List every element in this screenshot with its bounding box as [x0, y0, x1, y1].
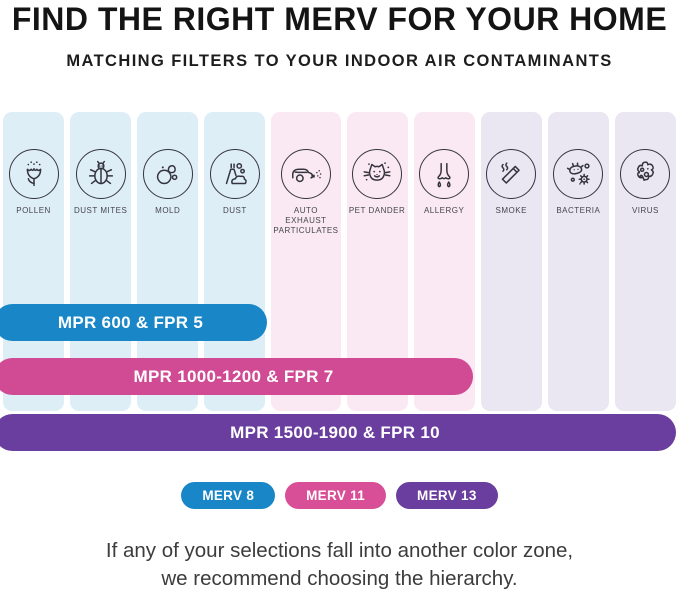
column-label: DUST MITES	[73, 206, 128, 215]
column-virus: VIRUS	[614, 112, 676, 411]
dust-icon	[209, 149, 260, 199]
column-label: POLLEN	[16, 206, 51, 215]
bacteria-icon	[553, 149, 604, 199]
page-title: FIND THE RIGHT MERV FOR YOUR HOME	[11, 1, 668, 37]
column-label: AUTO EXHAUST PARTICULATES	[273, 206, 339, 235]
footer-line-1: If any of your selections fall into anot…	[105, 539, 574, 562]
mpr-bar-label: MPR 600 & FPR 5	[57, 312, 204, 332]
page-subtitle: MATCHING FILTERS TO YOUR INDOOR AIR CONT…	[66, 52, 613, 70]
auto-exhaust-icon	[280, 149, 331, 199]
dust-mites-icon	[75, 149, 126, 199]
legend-pill-merv-13: MERV 13	[396, 482, 498, 509]
footer-line-2: we recommend choosing the hierarchy.	[161, 567, 518, 589]
column-label: BACTERIA	[556, 206, 601, 215]
contaminant-columns: POLLEN DUST MITE	[3, 112, 676, 411]
column-label: PET DANDER	[348, 206, 406, 215]
mpr-bar-merv-13: MPR 1500-1900 & FPR 10	[0, 414, 676, 451]
column-label: ALLERGY	[423, 206, 465, 215]
mpr-bar-label: MPR 1500-1900 & FPR 10	[230, 422, 440, 442]
legend-pill-merv-8: MERV 8	[181, 482, 276, 509]
merv-legend: MERV 8 MERV 11 MERV 13	[0, 482, 679, 509]
mpr-bar-merv-11: MPR 1000-1200 & FPR 7	[0, 358, 473, 395]
pollen-icon	[8, 149, 59, 199]
allergy-icon	[419, 149, 470, 199]
footer-note: If any of your selections fall into anot…	[0, 537, 679, 589]
mold-icon	[142, 149, 193, 199]
column-label: SMOKE	[495, 206, 527, 215]
smoke-icon	[486, 149, 537, 199]
legend-pill-merv-11: MERV 11	[285, 482, 387, 509]
column-label: VIRUS	[631, 206, 659, 215]
virus-icon	[620, 149, 671, 199]
column-label: MOLD	[155, 206, 181, 215]
mpr-bar-merv-8: MPR 600 & FPR 5	[0, 304, 267, 341]
column-bacteria: BACTERIA	[547, 112, 609, 411]
pet-dander-icon	[352, 149, 403, 199]
mpr-bar-label: MPR 1000-1200 & FPR 7	[133, 366, 334, 386]
column-label: DUST	[222, 206, 247, 215]
column-smoke: SMOKE	[480, 112, 542, 411]
